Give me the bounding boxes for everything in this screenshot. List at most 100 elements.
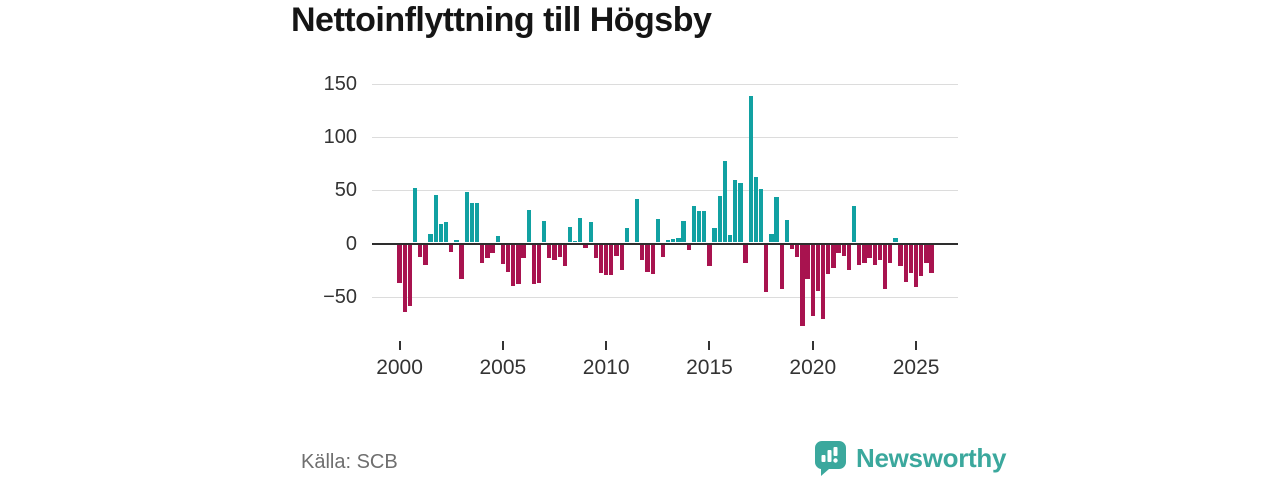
bar-2024q2[interactable]	[898, 244, 903, 266]
bar-2009q1[interactable]	[583, 244, 588, 248]
bar-2007q1[interactable]	[542, 221, 547, 243]
bar-2000q4[interactable]	[412, 188, 418, 243]
bar-2010q3[interactable]	[614, 244, 619, 257]
bar-2020q2[interactable]	[815, 244, 821, 292]
bar-2013q1[interactable]	[666, 240, 671, 243]
bar-2010q1[interactable]	[604, 244, 609, 276]
bar-2018q2[interactable]	[774, 196, 779, 243]
bar-2002q1[interactable]	[438, 224, 444, 243]
newsworthy-logo[interactable]: Newsworthy	[814, 440, 1006, 476]
bar-2022q1[interactable]	[851, 206, 857, 243]
bar-2008q4[interactable]	[578, 218, 583, 243]
bar-2023q4[interactable]	[888, 244, 893, 263]
bar-2008q1[interactable]	[562, 244, 567, 266]
bar-2017q2[interactable]	[753, 176, 759, 243]
bar-2009q2[interactable]	[588, 222, 593, 243]
bar-2010q4[interactable]	[619, 244, 624, 270]
bar-2013q2[interactable]	[671, 239, 676, 243]
bar-2014q2[interactable]	[691, 206, 697, 243]
bar-2014q4[interactable]	[702, 210, 707, 243]
bar-2017q3[interactable]	[758, 189, 764, 243]
bar-2004q1[interactable]	[480, 244, 485, 263]
bar-2013q4[interactable]	[681, 221, 686, 243]
bar-2024q3[interactable]	[903, 244, 908, 282]
bar-2021q4[interactable]	[846, 244, 852, 270]
bar-2021q2[interactable]	[836, 244, 841, 253]
bar-2001q3[interactable]	[428, 234, 433, 243]
bar-2004q4[interactable]	[495, 236, 500, 243]
bar-2006q3[interactable]	[531, 244, 536, 284]
bar-2012q2[interactable]	[650, 244, 655, 275]
bar-2023q1[interactable]	[872, 244, 877, 265]
bar-2022q2[interactable]	[857, 244, 862, 265]
bar-2019q1[interactable]	[789, 244, 795, 249]
bar-2024q1[interactable]	[893, 238, 898, 243]
bar-2000q2[interactable]	[402, 244, 407, 313]
bar-2019q2[interactable]	[795, 244, 800, 258]
bar-2018q1[interactable]	[769, 234, 774, 243]
bar-2023q3[interactable]	[882, 244, 888, 290]
bar-2020q3[interactable]	[820, 244, 826, 319]
bar-2002q2[interactable]	[443, 222, 449, 243]
bar-2018q3[interactable]	[779, 244, 784, 290]
bar-2004q2[interactable]	[485, 244, 490, 259]
bar-2021q1[interactable]	[831, 244, 836, 268]
bar-2017q1[interactable]	[748, 96, 753, 243]
bar-2006q4[interactable]	[536, 244, 542, 283]
bar-2020q4[interactable]	[826, 244, 831, 275]
bar-2014q3[interactable]	[696, 210, 702, 243]
bar-2006q2[interactable]	[526, 209, 531, 243]
bar-2007q3[interactable]	[552, 244, 557, 261]
bar-2005q2[interactable]	[505, 244, 511, 273]
bar-2001q4[interactable]	[433, 194, 438, 243]
bar-2003q1[interactable]	[459, 244, 464, 280]
bar-2002q3[interactable]	[449, 244, 454, 252]
bar-2024q4[interactable]	[908, 244, 914, 274]
bar-2011q4[interactable]	[640, 244, 645, 261]
bar-2015q2[interactable]	[712, 227, 717, 243]
bar-2016q2[interactable]	[733, 179, 738, 243]
bar-2016q3[interactable]	[738, 183, 743, 243]
bar-2015q3[interactable]	[717, 195, 722, 243]
bar-2025q1[interactable]	[913, 244, 919, 287]
bar-2011q3[interactable]	[635, 199, 640, 243]
bar-2000q3[interactable]	[407, 244, 413, 306]
bar-2002q4[interactable]	[454, 240, 459, 243]
bar-2010q2[interactable]	[609, 244, 614, 276]
bar-2025q2[interactable]	[919, 244, 924, 277]
bar-2022q3[interactable]	[862, 244, 867, 263]
bar-2007q4[interactable]	[557, 244, 562, 258]
bar-2013q3[interactable]	[676, 238, 681, 243]
bar-2009q3[interactable]	[593, 244, 598, 259]
bar-2022q4[interactable]	[867, 244, 872, 259]
bar-2008q2[interactable]	[567, 226, 573, 243]
bar-2025q4[interactable]	[929, 244, 934, 274]
bar-2019q4[interactable]	[805, 244, 810, 280]
bar-2004q3[interactable]	[490, 244, 495, 253]
bar-2005q3[interactable]	[511, 244, 516, 286]
bar-2006q1[interactable]	[521, 244, 526, 259]
bar-2001q2[interactable]	[423, 244, 428, 265]
bar-2003q4[interactable]	[474, 203, 480, 243]
bar-2003q3[interactable]	[469, 203, 474, 243]
bar-2012q1[interactable]	[645, 244, 650, 273]
bar-2016q1[interactable]	[727, 235, 733, 243]
bar-2020q1[interactable]	[810, 244, 815, 316]
bar-2015q4[interactable]	[722, 160, 728, 243]
bar-2009q4[interactable]	[598, 244, 604, 274]
bar-2005q4[interactable]	[516, 244, 521, 284]
bar-2017q4[interactable]	[764, 244, 769, 293]
bar-2025q3[interactable]	[924, 244, 929, 263]
bar-2015q1[interactable]	[707, 244, 712, 266]
bar-2018q4[interactable]	[784, 220, 790, 243]
bar-2003q2[interactable]	[464, 191, 469, 243]
bar-2001q1[interactable]	[418, 244, 423, 258]
bar-2021q3[interactable]	[841, 244, 846, 257]
bar-2023q2[interactable]	[877, 244, 883, 261]
bar-2012q3[interactable]	[655, 219, 660, 243]
bar-2005q1[interactable]	[500, 244, 505, 264]
bar-2000q1[interactable]	[397, 244, 402, 283]
bar-2019q3[interactable]	[800, 244, 805, 327]
bar-2007q2[interactable]	[547, 244, 552, 259]
bar-2008q3[interactable]	[573, 241, 578, 243]
